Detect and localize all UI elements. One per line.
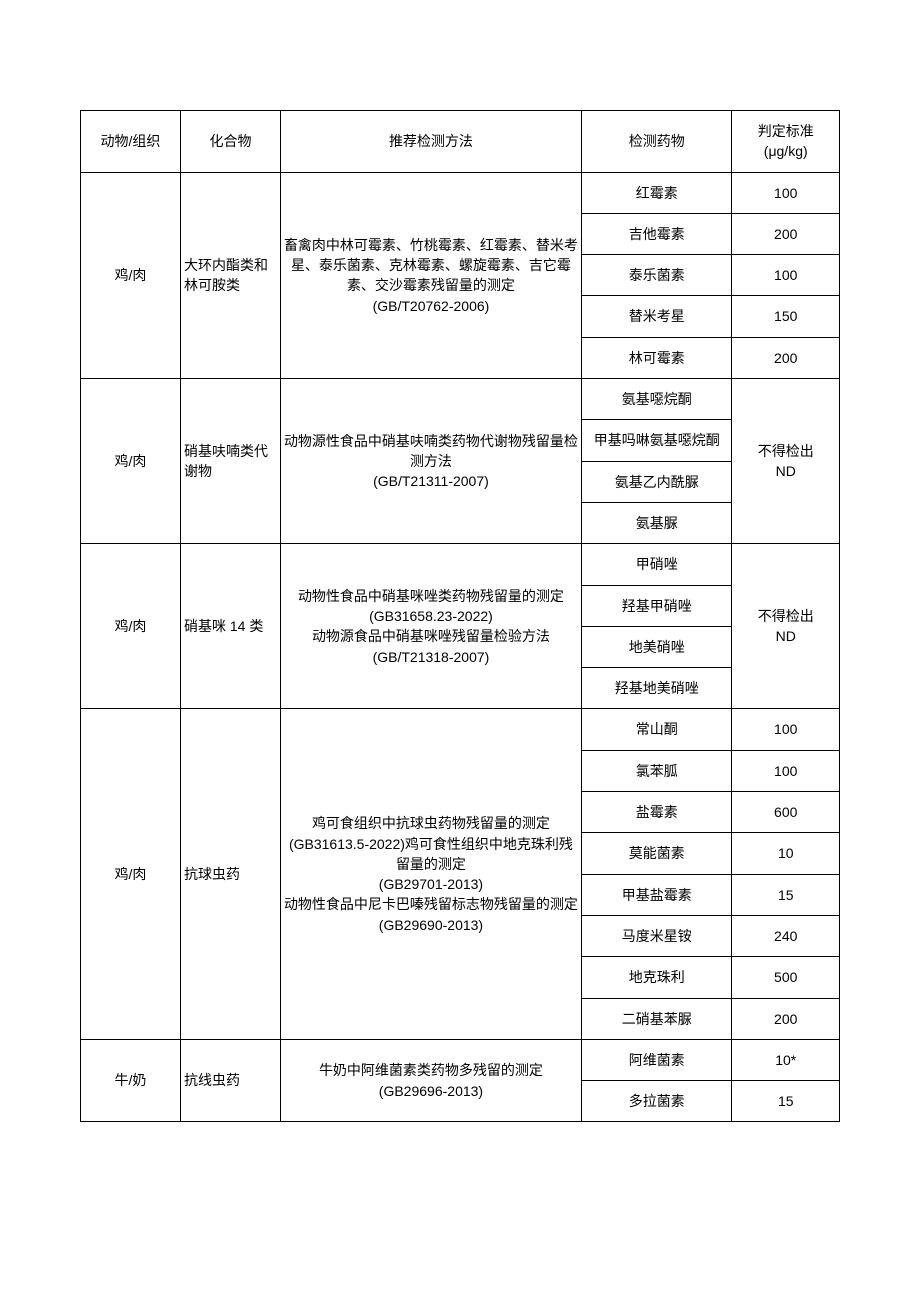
cell-criteria: 200 [732, 213, 840, 254]
cell-method: 鸡可食组织中抗球虫药物残留量的测定(GB31613.5-2022)鸡可食性组织中… [280, 709, 581, 1039]
table-row: 鸡/肉抗球虫药鸡可食组织中抗球虫药物残留量的测定(GB31613.5-2022)… [81, 709, 840, 750]
cell-compound: 硝基呋喃类代谢物 [180, 379, 280, 544]
cell-drug: 常山酮 [581, 709, 732, 750]
col-compound: 化合物 [180, 111, 280, 173]
cell-animal: 鸡/肉 [81, 709, 181, 1039]
table-row: 鸡/肉大环内酯类和林可胺类畜禽肉中林可霉素、竹桃霉素、红霉素、替米考星、泰乐菌素… [81, 172, 840, 213]
cell-method: 畜禽肉中林可霉素、竹桃霉素、红霉素、替米考星、泰乐菌素、克林霉素、螺旋霉素、吉它… [280, 172, 581, 378]
cell-drug: 地美硝唑 [581, 626, 732, 667]
table-header-row: 动物/组织 化合物 推荐检测方法 检测药物 判定标准(μg/kg) [81, 111, 840, 173]
cell-drug: 羟基甲硝唑 [581, 585, 732, 626]
cell-drug: 盐霉素 [581, 792, 732, 833]
cell-drug: 氨基乙内酰脲 [581, 461, 732, 502]
cell-animal: 牛/奶 [81, 1039, 181, 1122]
cell-compound: 硝基咪 14 类 [180, 544, 280, 709]
cell-animal: 鸡/肉 [81, 379, 181, 544]
col-drug: 检测药物 [581, 111, 732, 173]
table-row: 鸡/肉硝基咪 14 类动物性食品中硝基咪唑类药物残留量的测定(GB31658.2… [81, 544, 840, 585]
cell-drug: 马度米星铵 [581, 915, 732, 956]
cell-drug: 红霉素 [581, 172, 732, 213]
cell-criteria: 10 [732, 833, 840, 874]
cell-drug: 莫能菌素 [581, 833, 732, 874]
cell-criteria: 100 [732, 172, 840, 213]
cell-compound: 大环内酯类和林可胺类 [180, 172, 280, 378]
cell-drug: 甲基盐霉素 [581, 874, 732, 915]
cell-drug: 羟基地美硝唑 [581, 668, 732, 709]
cell-drug: 林可霉素 [581, 337, 732, 378]
cell-criteria: 150 [732, 296, 840, 337]
table-row: 牛/奶抗线虫药牛奶中阿维菌素类药物多残留的测定(GB29696-2013)阿维菌… [81, 1039, 840, 1080]
cell-drug: 氨基噁烷酮 [581, 379, 732, 420]
cell-criteria: 600 [732, 792, 840, 833]
cell-drug: 二硝基苯脲 [581, 998, 732, 1039]
cell-drug: 多拉菌素 [581, 1081, 732, 1122]
cell-compound: 抗球虫药 [180, 709, 280, 1039]
cell-drug: 氯苯胍 [581, 750, 732, 791]
cell-criteria: 100 [732, 255, 840, 296]
cell-method: 牛奶中阿维菌素类药物多残留的测定(GB29696-2013) [280, 1039, 581, 1122]
cell-compound: 抗线虫药 [180, 1039, 280, 1122]
cell-criteria: 500 [732, 957, 840, 998]
cell-drug: 泰乐菌素 [581, 255, 732, 296]
cell-drug: 阿维菌素 [581, 1039, 732, 1080]
cell-drug: 地克珠利 [581, 957, 732, 998]
detection-standards-table: 动物/组织 化合物 推荐检测方法 检测药物 判定标准(μg/kg) 鸡/肉大环内… [80, 110, 840, 1122]
cell-drug: 替米考星 [581, 296, 732, 337]
cell-criteria: 100 [732, 750, 840, 791]
cell-drug: 吉他霉素 [581, 213, 732, 254]
cell-drug: 甲硝唑 [581, 544, 732, 585]
col-animal: 动物/组织 [81, 111, 181, 173]
table-row: 鸡/肉硝基呋喃类代谢物动物源性食品中硝基呋喃类药物代谢物残留量检测方法(GB/T… [81, 379, 840, 420]
cell-criteria: 200 [732, 337, 840, 378]
cell-criteria: 240 [732, 915, 840, 956]
cell-criteria: 100 [732, 709, 840, 750]
cell-animal: 鸡/肉 [81, 172, 181, 378]
cell-method: 动物源性食品中硝基呋喃类药物代谢物残留量检测方法(GB/T21311-2007) [280, 379, 581, 544]
col-method: 推荐检测方法 [280, 111, 581, 173]
cell-animal: 鸡/肉 [81, 544, 181, 709]
cell-criteria: 200 [732, 998, 840, 1039]
cell-criteria: 15 [732, 1081, 840, 1122]
cell-method: 动物性食品中硝基咪唑类药物残留量的测定(GB31658.23-2022)动物源食… [280, 544, 581, 709]
cell-criteria: 15 [732, 874, 840, 915]
cell-criteria: 10* [732, 1039, 840, 1080]
cell-drug: 氨基脲 [581, 502, 732, 543]
cell-criteria: 不得检出ND [732, 544, 840, 709]
cell-criteria: 不得检出ND [732, 379, 840, 544]
col-criteria: 判定标准(μg/kg) [732, 111, 840, 173]
cell-drug: 甲基吗啉氨基噁烷酮 [581, 420, 732, 461]
